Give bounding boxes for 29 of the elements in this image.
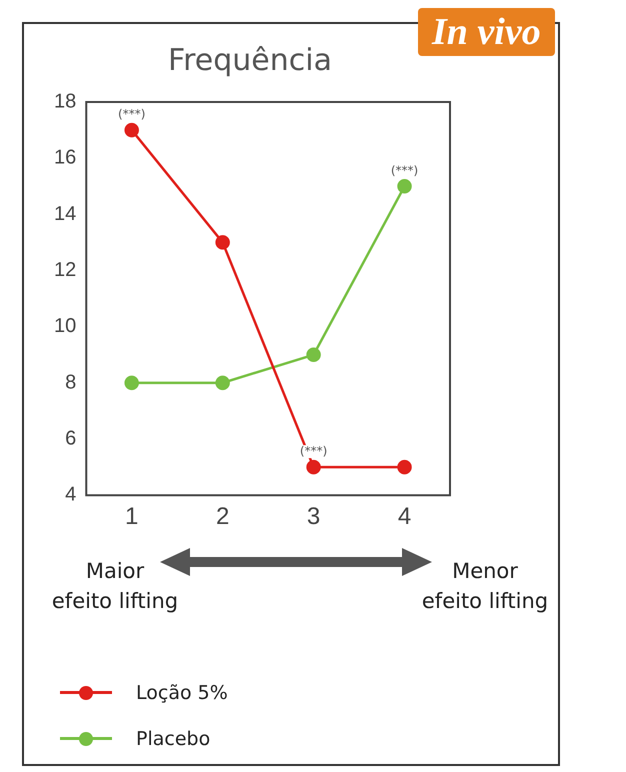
x-tick-label: 3 <box>306 503 320 530</box>
y-tick-label: 18 <box>54 90 76 113</box>
y-tick-label: 10 <box>54 315 76 338</box>
annotation: (***) <box>118 107 146 122</box>
x-tick-label: 1 <box>125 503 138 530</box>
point <box>124 122 139 138</box>
annotation: (***) <box>300 444 328 458</box>
text: Menor efeito lifting <box>420 558 550 615</box>
y-tick-label: 16 <box>54 146 76 169</box>
text: In vivo <box>418 8 555 56</box>
text: Maior efeito lifting <box>50 558 180 615</box>
x-tick-label: 2 <box>216 503 230 530</box>
y-tick-label: 6 <box>65 428 76 450</box>
point <box>124 376 139 390</box>
point <box>215 235 230 250</box>
chart-title: Frequência <box>168 42 332 78</box>
y-tick-label: 4 <box>65 484 76 506</box>
legend-label: Loção 5% <box>136 682 228 704</box>
x-tick-label: 4 <box>398 503 412 530</box>
point <box>397 179 412 194</box>
point <box>306 348 321 362</box>
y-tick-label: 8 <box>65 371 76 394</box>
point <box>306 460 321 474</box>
point <box>397 460 412 474</box>
legend-label: Placebo <box>136 728 210 750</box>
point <box>215 376 230 390</box>
y-tick-label: 12 <box>54 259 76 282</box>
annotation: (***) <box>390 163 418 178</box>
y-tick-label: 14 <box>54 202 76 225</box>
